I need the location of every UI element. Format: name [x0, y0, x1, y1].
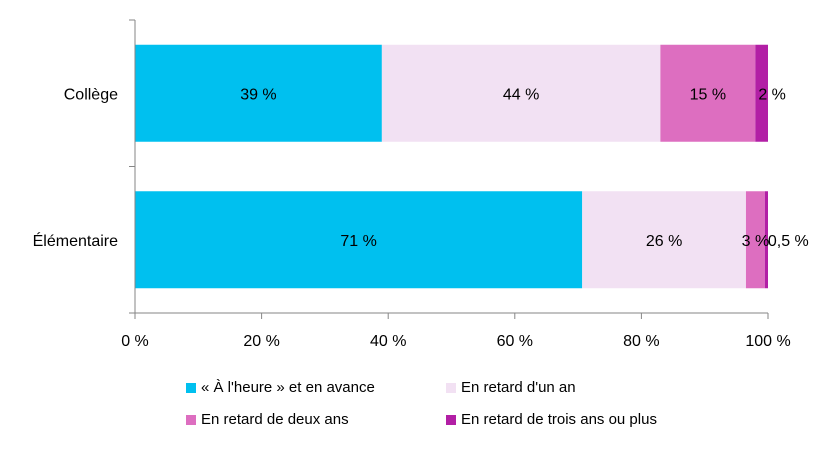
bar-0-2 — [660, 44, 756, 142]
bar-1-0 — [135, 191, 583, 289]
category-label: Élémentaire — [33, 231, 118, 250]
x-tick-label: 80 % — [623, 333, 659, 350]
data-label: 71 % — [340, 233, 376, 250]
data-label: 26 % — [646, 233, 682, 250]
bar-0-0 — [135, 44, 382, 142]
data-label: 0,5 % — [768, 233, 809, 250]
x-tick-label: 60 % — [497, 333, 533, 350]
data-label: 39 % — [240, 86, 276, 103]
bar-1-3 — [764, 191, 768, 289]
bar-1-2 — [745, 191, 765, 289]
data-label: 3 % — [742, 233, 770, 250]
data-label: 44 % — [503, 86, 539, 103]
data-label: 2 % — [758, 86, 786, 103]
bar-1-1 — [582, 191, 746, 289]
x-tick-label: 100 % — [745, 333, 790, 350]
x-tick-label: 40 % — [370, 333, 406, 350]
category-label: Collège — [64, 86, 118, 103]
x-tick-label: 20 % — [243, 333, 279, 350]
bar-0-1 — [381, 44, 661, 142]
x-tick-label: 0 % — [121, 333, 149, 350]
data-label: 15 % — [690, 86, 726, 103]
bar-0-3 — [755, 44, 768, 142]
